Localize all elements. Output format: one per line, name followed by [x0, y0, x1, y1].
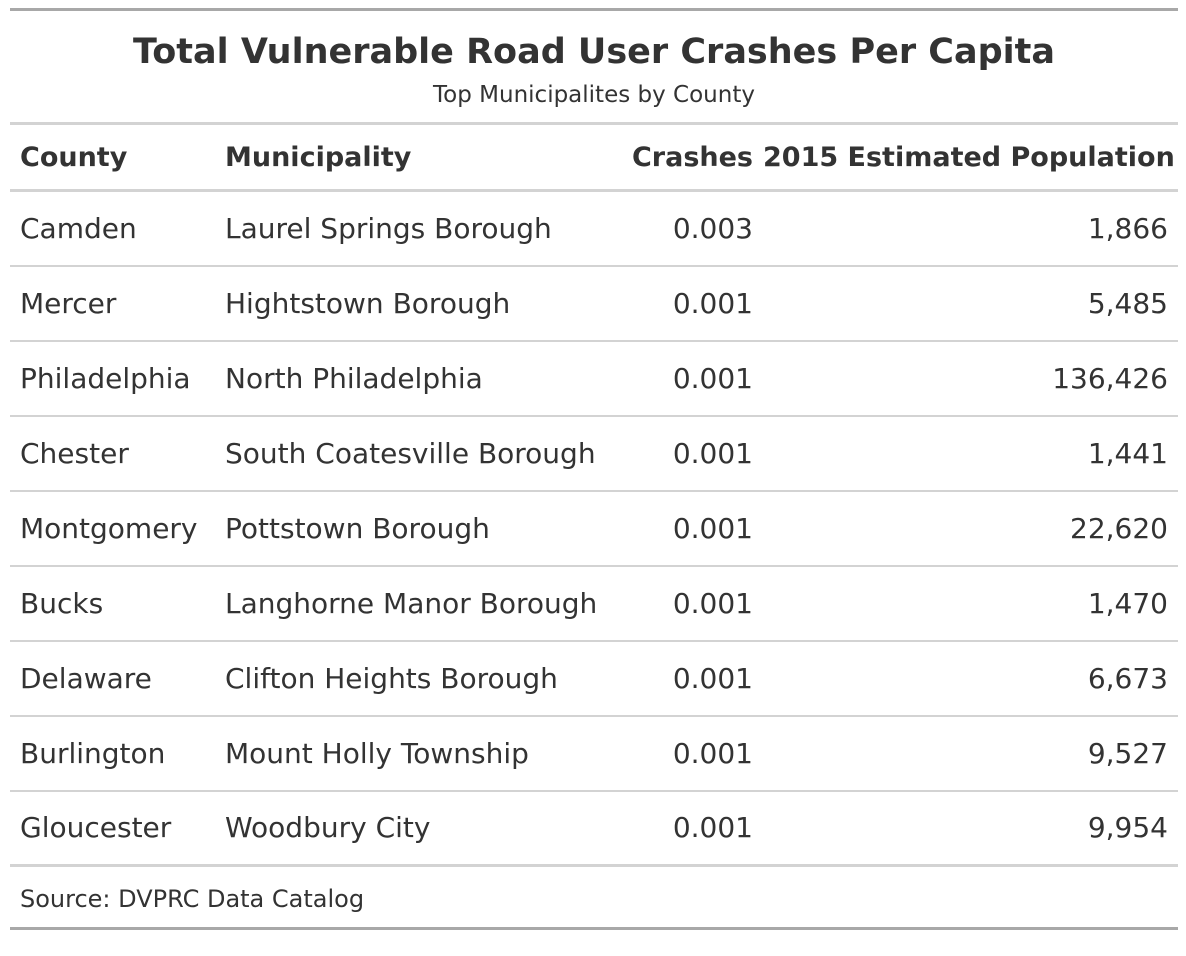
bottom-rule [10, 927, 1178, 930]
table-row: Bucks Langhorne Manor Borough 0.001 1,470 [10, 565, 1178, 642]
table-row: Mercer Hightstown Borough 0.001 5,485 [10, 265, 1178, 342]
cell-municipality: Laurel Springs Borough [215, 190, 615, 267]
header-row: County Municipality Crashes 2015 Estimat… [10, 125, 1178, 192]
cell-county: Burlington [10, 715, 215, 792]
cell-crashes: 0.003 [615, 190, 753, 267]
cell-population: 5,485 [753, 265, 1178, 342]
column-header-population: 2015 Estimated Population [753, 125, 1178, 192]
cell-municipality: North Philadelphia [215, 340, 615, 417]
cell-municipality: Clifton Heights Borough [215, 640, 615, 717]
table-row: Philadelphia North Philadelphia 0.001 136,4… [10, 340, 1178, 417]
cell-crashes: 0.001 [615, 640, 753, 717]
cell-crashes: 0.001 [615, 265, 753, 342]
cell-county: Bucks [10, 565, 215, 642]
column-header-municipality: Municipality [215, 125, 615, 192]
cell-crashes: 0.001 [615, 490, 753, 567]
cell-county: Gloucester [10, 790, 215, 867]
cell-population: 9,954 [753, 790, 1178, 867]
cell-county: Camden [10, 190, 215, 267]
table-title: Total Vulnerable Road User Crashes Per C… [133, 32, 1055, 72]
table-row: Gloucester Woodbury City 0.001 9,954 [10, 790, 1178, 867]
cell-crashes: 0.001 [615, 340, 753, 417]
column-header-county: County [10, 125, 215, 192]
source-note: Source: DVPRC Data Catalog [20, 885, 365, 913]
cell-population: 1,866 [753, 190, 1178, 267]
header-rule [10, 122, 1178, 125]
cell-municipality: Pottstown Borough [215, 490, 615, 567]
cell-county: Philadelphia [10, 340, 215, 417]
cell-population: 136,426 [753, 340, 1178, 417]
table-row: Camden Laurel Springs Borough 0.003 1,866 [10, 190, 1178, 267]
cell-population: 1,441 [753, 415, 1178, 492]
cell-population: 6,673 [753, 640, 1178, 717]
cell-county: Mercer [10, 265, 215, 342]
table-row: Montgomery Pottstown Borough 0.001 22,620 [10, 490, 1178, 567]
cell-municipality: South Coatesville Borough [215, 415, 615, 492]
table-row: Delaware Clifton Heights Borough 0.001 6,67… [10, 640, 1178, 717]
cell-crashes: 0.001 [615, 565, 753, 642]
cell-crashes: 0.001 [615, 715, 753, 792]
cell-county: Montgomery [10, 490, 215, 567]
cell-county: Chester [10, 415, 215, 492]
cell-municipality: Woodbury City [215, 790, 615, 867]
cell-municipality: Langhorne Manor Borough [215, 565, 615, 642]
cell-population: 1,470 [753, 565, 1178, 642]
cell-crashes: 0.001 [615, 790, 753, 867]
cell-crashes: 0.001 [615, 415, 753, 492]
table-row: Burlington Mount Holly Township 0.001 9,527 [10, 715, 1178, 792]
table-row: Chester South Coatesville Borough 0.001 1,4… [10, 415, 1178, 492]
cell-county: Delaware [10, 640, 215, 717]
column-header-crashes: Crashes [615, 125, 753, 192]
cell-municipality: Hightstown Borough [215, 265, 615, 342]
cell-municipality: Mount Holly Township [215, 715, 615, 792]
cell-population: 9,527 [753, 715, 1178, 792]
table-subtitle: Top Municipalites by County [433, 82, 755, 108]
top-rule [10, 8, 1178, 11]
data-table: County Municipality Crashes 2015 Estimat… [10, 125, 1178, 867]
cell-population: 22,620 [753, 490, 1178, 567]
table-body: Camden Laurel Springs Borough 0.003 1,866 Me… [10, 190, 1178, 867]
crash-table-figure: Total Vulnerable Road User Crashes Per C… [10, 8, 1178, 930]
